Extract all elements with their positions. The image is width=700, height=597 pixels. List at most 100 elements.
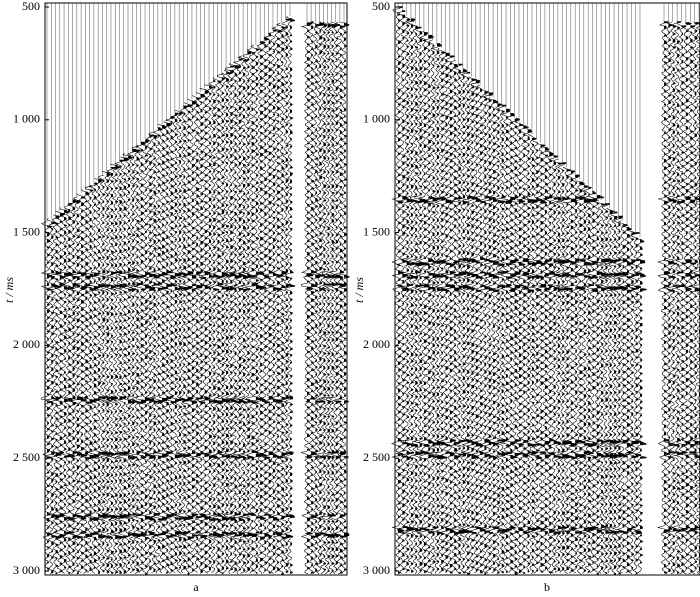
trace-fill (588, 186, 595, 573)
trace-fill (501, 104, 508, 573)
y-tick-label: 2 000 (363, 337, 390, 351)
seismic-trace (512, 121, 526, 574)
trace-fill (243, 59, 250, 572)
seismic-trace (481, 93, 496, 574)
trace-fill (497, 103, 504, 574)
seismic-trace (95, 174, 109, 573)
seismic-trace (692, 21, 700, 575)
trace-fill (260, 42, 267, 568)
seismic-trace (629, 232, 643, 574)
seismic-trace (669, 21, 684, 575)
panel: 500 1 000 1 500 2 000 2 500 3 000 t / ms b (352, 0, 700, 594)
trace-fill (406, 18, 413, 571)
trace-fill (115, 164, 121, 573)
seismic-trace (142, 135, 157, 574)
y-tick-label: 3 000 (363, 563, 390, 577)
seismic-trace (412, 27, 427, 574)
seismic-trace (508, 117, 522, 574)
trace-fill (694, 22, 700, 569)
trace-fill (672, 25, 678, 572)
trace-fill (106, 172, 113, 573)
trace-fill (605, 203, 612, 574)
trace-fill (398, 6, 404, 574)
seismic-trace (568, 175, 582, 574)
trace-fill (200, 94, 207, 573)
seismic-trace (282, 15, 296, 575)
seismic-trace (300, 21, 314, 575)
trace-fill (531, 138, 538, 572)
trace-fill (458, 63, 465, 574)
plot-frame (44, 2, 348, 576)
seismic-trace (167, 113, 183, 573)
seismic-trace (687, 21, 700, 575)
trace-fill (609, 210, 616, 570)
trace-fill (344, 22, 350, 571)
trace-fill (484, 91, 491, 575)
trace-fill (540, 144, 547, 573)
trace-fill (506, 108, 513, 573)
trace-fill (462, 69, 469, 574)
seismic-trace (534, 142, 548, 574)
trace-fill (557, 162, 564, 571)
seismic-trace (116, 156, 131, 575)
trace-fill (432, 45, 439, 571)
trace-fill (85, 191, 92, 572)
trace-fill (140, 141, 147, 570)
seismic-trace (615, 220, 630, 574)
seismic-trace (546, 154, 561, 574)
trace-fill (64, 209, 70, 569)
trace-fill (162, 125, 168, 568)
trace-fill (523, 125, 530, 574)
seismic-trace (312, 21, 327, 575)
seismic-trace (538, 146, 553, 573)
seismic-trace (48, 214, 63, 574)
panel: 500 1 000 1 500 2 000 2 500 3 000 t / ms a (2, 0, 351, 594)
seismic-trace (390, 6, 405, 575)
trace-fill (579, 181, 586, 569)
trace-fill (445, 52, 452, 572)
seismic-trace (86, 181, 101, 574)
seismic-trace (521, 130, 535, 573)
trace-fill (89, 185, 96, 571)
y-tick-label: 500 (22, 0, 40, 13)
trace-fill (323, 24, 329, 571)
trace-fill (562, 162, 568, 571)
trace-fill (553, 155, 560, 570)
seismic-trace (559, 166, 574, 574)
y-tick-label: 2 000 (13, 337, 40, 351)
trace-fill (627, 226, 633, 572)
trace-fill (285, 18, 292, 573)
trace-fill (72, 199, 78, 572)
y-axis-label: t / ms (352, 277, 366, 303)
seismic-trace (633, 236, 648, 574)
seismic-trace (679, 21, 693, 575)
seismic-trace (612, 216, 625, 574)
trace-fill (614, 211, 620, 575)
trace-fill (238, 58, 245, 571)
trace-fill (419, 26, 426, 572)
seismic-trace (529, 138, 544, 574)
trace-fill (601, 203, 607, 570)
seismic-trace (572, 179, 587, 575)
seismic-trace (674, 21, 689, 575)
trace-fill (179, 112, 185, 569)
trace-fill (635, 232, 642, 575)
seismic-trace (395, 10, 410, 574)
trace-fill (339, 25, 346, 574)
y-tick-label: 2 500 (13, 450, 40, 464)
trace-fill (428, 35, 435, 568)
trace-fill (519, 124, 525, 573)
trace-fill (423, 32, 430, 573)
trace-fill (592, 191, 599, 571)
seismic-trace (337, 21, 351, 575)
seismic-trace (577, 183, 591, 574)
seismic-trace (620, 224, 634, 573)
seismic-trace (456, 68, 471, 573)
seismic-trace (503, 113, 518, 573)
trace-fill (174, 112, 181, 569)
trace-fill (527, 129, 534, 572)
seismic-trace (563, 171, 579, 574)
trace-fill (255, 48, 262, 574)
seismic-trace (100, 171, 114, 574)
trace-fill (493, 99, 500, 571)
